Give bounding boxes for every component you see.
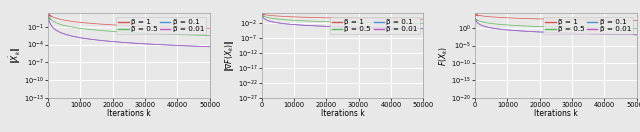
Legend: β = 1, β = 0.5, β = 0.1, β = 0.01: β = 1, β = 0.5, β = 0.1, β = 0.01	[330, 17, 420, 34]
Y-axis label: $F(X_k)$: $F(X_k)$	[437, 45, 449, 66]
Y-axis label: $\|\nabla F(X_k)\|$: $\|\nabla F(X_k)\|$	[223, 39, 236, 72]
X-axis label: Iterations k: Iterations k	[107, 109, 151, 118]
Legend: β = 1, β = 0.5, β = 0.1, β = 0.01: β = 1, β = 0.5, β = 0.1, β = 0.01	[116, 17, 206, 34]
Y-axis label: $\|\dot{X}_k\|$: $\|\dot{X}_k\|$	[6, 47, 22, 64]
X-axis label: Iterations k: Iterations k	[534, 109, 578, 118]
X-axis label: Iterations k: Iterations k	[321, 109, 364, 118]
Legend: β = 1, β = 0.5, β = 0.1, β = 0.01: β = 1, β = 0.5, β = 0.1, β = 0.01	[543, 17, 633, 34]
